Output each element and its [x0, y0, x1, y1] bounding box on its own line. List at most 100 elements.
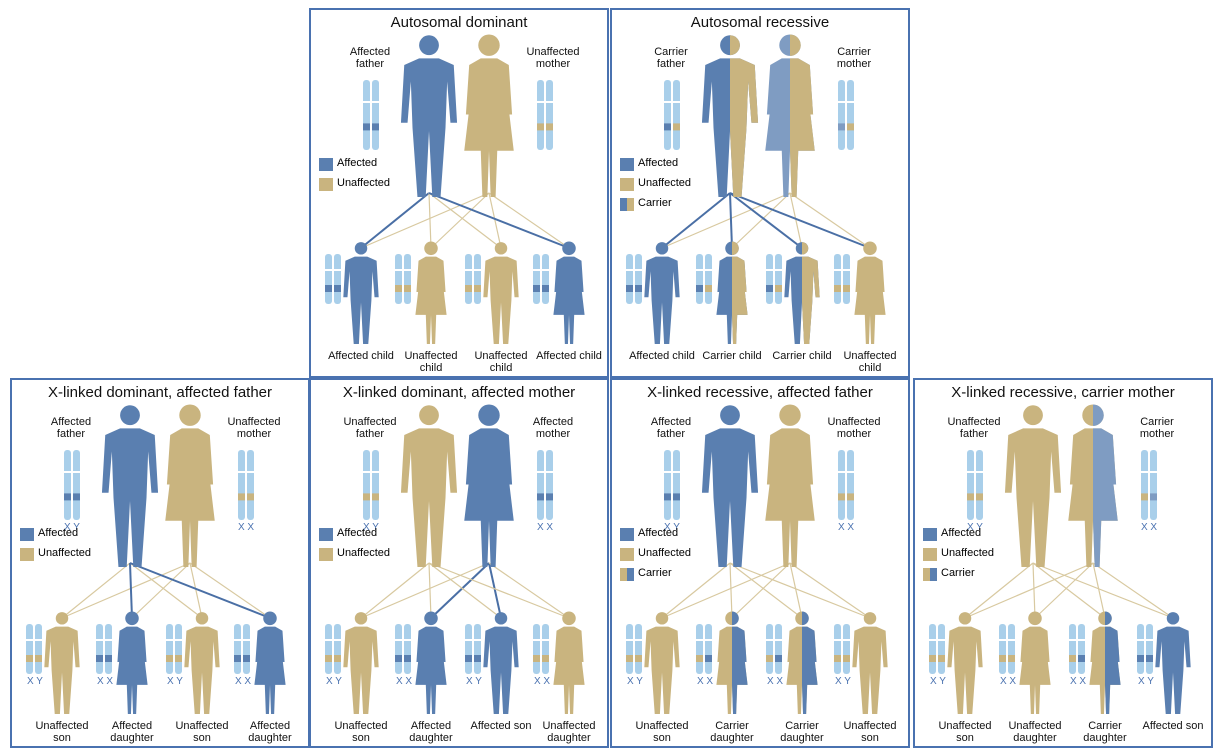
body — [553, 627, 584, 714]
chromosome-band — [834, 285, 841, 292]
head — [959, 612, 971, 624]
father-figure — [702, 405, 758, 567]
father-figure — [1005, 405, 1061, 567]
chromosome-band — [542, 285, 549, 292]
chromosome-centromere — [635, 269, 642, 271]
child-figure-shape — [644, 612, 679, 714]
chromosome-centromere — [1146, 639, 1153, 641]
child-figure — [483, 612, 518, 714]
chromosome — [635, 254, 642, 304]
legend-label: Carrier — [941, 567, 975, 579]
chromosome-centromere — [372, 101, 379, 103]
body — [415, 627, 446, 714]
chromosome-band — [1008, 655, 1015, 662]
chromosome-centromere — [64, 471, 71, 473]
chromosome-band — [537, 123, 544, 130]
chromosome-centromere — [929, 639, 936, 641]
chromosome-band — [533, 655, 540, 662]
panel: X-linked dominant, affected motherUnaffe… — [309, 378, 609, 748]
child-figure-shape — [947, 612, 982, 714]
head — [863, 242, 877, 256]
chromosome — [334, 624, 341, 674]
chromosome-band — [537, 493, 544, 500]
chromosome-centromere — [404, 639, 411, 641]
chromosome — [1141, 450, 1148, 520]
child-figure — [644, 612, 679, 714]
chromosome-centromere — [834, 639, 841, 641]
mother-figure-shape — [165, 404, 215, 567]
chromosome-centromere — [474, 269, 481, 271]
child-figure — [947, 612, 982, 714]
chromosome — [546, 450, 553, 520]
mother-label: Unaffected mother — [220, 416, 288, 440]
head — [355, 242, 367, 254]
father-label: Unaffected father — [339, 416, 401, 440]
child-figure — [852, 612, 887, 714]
child-label: Unaffected child — [467, 350, 535, 374]
chromosome-centromere — [847, 101, 854, 103]
chromosome-band — [1150, 493, 1157, 500]
body — [464, 428, 514, 567]
right-half — [702, 35, 758, 197]
legend-label: Carrier — [638, 197, 672, 209]
right-half — [784, 242, 819, 344]
legend-swatch — [20, 548, 34, 561]
child-figure — [44, 612, 79, 714]
chromosome — [533, 254, 540, 304]
inheritance-line — [429, 193, 431, 248]
inheritance-line — [62, 563, 130, 618]
chromosome-centromere — [234, 639, 241, 641]
father-label: Affected father — [40, 416, 102, 440]
chromosome-centromere — [533, 269, 540, 271]
chromosome-band — [664, 493, 671, 500]
chromosome-band — [26, 655, 33, 662]
legend-swatch — [20, 528, 34, 541]
child-label: Affected child — [535, 350, 603, 362]
chromosome-centromere — [1137, 639, 1144, 641]
body — [401, 58, 457, 197]
chromosome — [664, 450, 671, 520]
chromosome-band — [696, 285, 703, 292]
father-label: Affected father — [339, 46, 401, 70]
chromosome-band — [238, 493, 245, 500]
chromosome — [395, 254, 402, 304]
child-figure — [644, 242, 679, 344]
chromosome-label: X Y — [1131, 676, 1161, 687]
chromosome-centromere — [976, 471, 983, 473]
chromosome-band — [673, 123, 680, 130]
body — [644, 257, 679, 344]
chromosome — [696, 254, 703, 304]
chromosome-band — [775, 655, 782, 662]
chromosome-band — [847, 493, 854, 500]
chromosome — [243, 624, 250, 674]
chromosome — [64, 450, 71, 520]
inheritance-line — [965, 563, 1033, 618]
chromosome-label: X X — [993, 676, 1023, 687]
panel: Autosomal recessiveCarrier fatherCarrier… — [610, 8, 910, 378]
body — [44, 627, 79, 714]
chromosome-centromere — [73, 471, 80, 473]
child-label: Affected son — [467, 720, 535, 732]
child-label: Unaffected son — [836, 720, 904, 744]
child-figure-shape — [852, 612, 887, 714]
chromosome — [1008, 624, 1015, 674]
chromosome — [635, 624, 642, 674]
chromosome-centromere — [404, 269, 411, 271]
child-figure — [1155, 612, 1190, 714]
father-figure — [401, 35, 457, 197]
chromosome-centromere — [35, 639, 42, 641]
chromosome-label: X Y — [923, 676, 953, 687]
child-label: Unaffected son — [931, 720, 999, 744]
chromosome — [705, 624, 712, 674]
child-label: Affected daughter — [98, 720, 166, 744]
inheritance-line — [361, 563, 489, 618]
child-label: Unaffected son — [327, 720, 395, 744]
chromosome-band — [766, 655, 773, 662]
chromosome-centromere — [838, 471, 845, 473]
chromosome — [542, 254, 549, 304]
chromosome-band — [325, 285, 332, 292]
chromosome-centromere — [834, 269, 841, 271]
chromosome-centromere — [96, 639, 103, 641]
chromosome-centromere — [1078, 639, 1085, 641]
chromosome-label: X X — [1063, 676, 1093, 687]
